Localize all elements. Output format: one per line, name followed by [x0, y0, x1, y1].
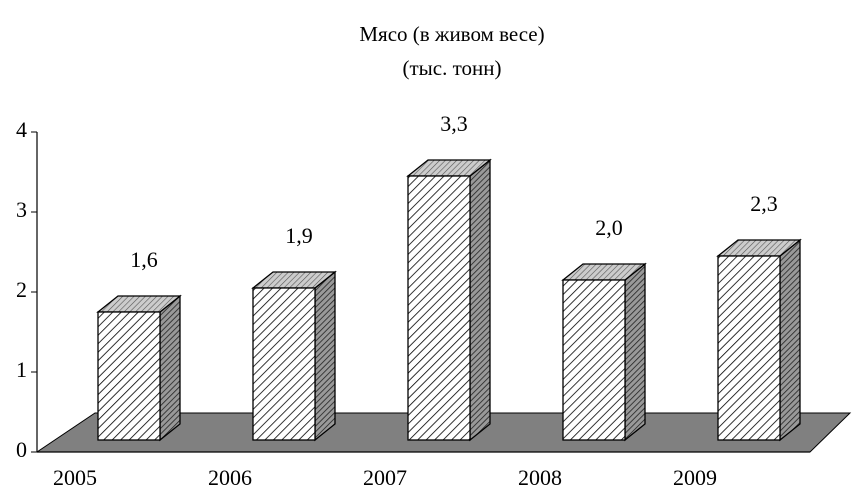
bar — [562, 279, 626, 441]
value-label: 2,0 — [595, 215, 623, 240]
value-label: 3,3 — [440, 111, 468, 136]
y-tick-label: 1 — [16, 357, 27, 382]
bar — [407, 175, 471, 441]
bar-side — [159, 294, 181, 442]
bar-side — [314, 270, 336, 442]
y-tick-label: 4 — [16, 117, 27, 142]
y-tick-label: 3 — [16, 197, 27, 222]
bar-side — [624, 262, 646, 442]
chart-title: Мясо (в живом весе) — [359, 22, 544, 46]
chart-subtitle: (тыс. тонн) — [403, 56, 502, 80]
x-tick-label: 2005 — [53, 465, 97, 490]
y-tick-label: 2 — [16, 277, 27, 302]
bar-side — [469, 158, 491, 442]
value-label: 1,6 — [130, 247, 158, 272]
bar — [97, 311, 161, 441]
x-tick-label: 2007 — [363, 465, 407, 490]
bar-side — [779, 238, 801, 442]
value-label: 1,9 — [285, 223, 313, 248]
x-tick-label: 2009 — [673, 465, 717, 490]
x-tick-label: 2006 — [208, 465, 252, 490]
value-label: 2,3 — [750, 191, 778, 216]
y-tick-label: 0 — [16, 437, 27, 462]
bar — [252, 287, 316, 441]
bar — [717, 255, 781, 441]
x-tick-label: 2008 — [518, 465, 562, 490]
